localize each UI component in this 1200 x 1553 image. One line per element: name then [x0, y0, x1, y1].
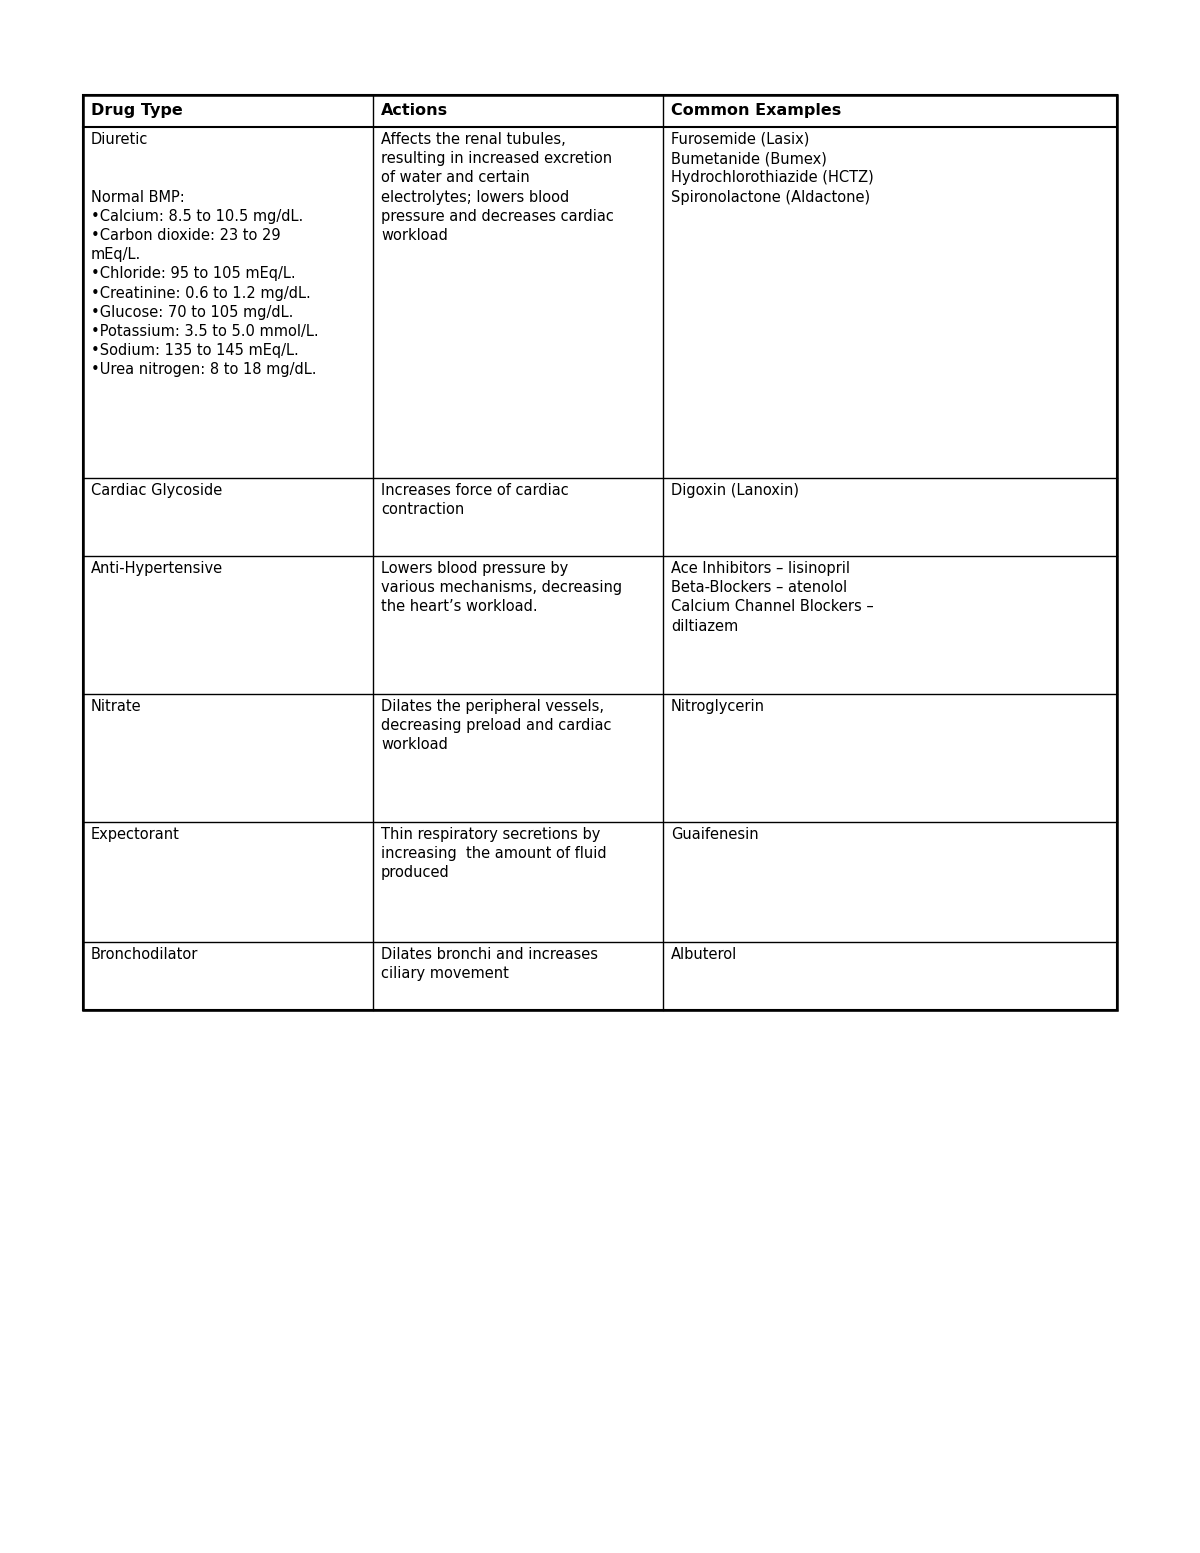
Text: Dilates bronchi and increases
ciliary movement: Dilates bronchi and increases ciliary mo…: [382, 947, 598, 981]
Bar: [83, 95, 1117, 1009]
Text: Nitrate: Nitrate: [91, 699, 142, 714]
Text: Anti-Hypertensive: Anti-Hypertensive: [91, 561, 223, 576]
Text: Dilates the peripheral vessels,
decreasing preload and cardiac
workload: Dilates the peripheral vessels, decreasi…: [382, 699, 612, 752]
Text: Nitroglycerin: Nitroglycerin: [671, 699, 766, 714]
Text: Thin respiratory secretions by
increasing  the amount of fluid
produced: Thin respiratory secretions by increasin…: [382, 828, 607, 881]
Text: Actions: Actions: [382, 104, 448, 118]
Text: Digoxin (Lanoxin): Digoxin (Lanoxin): [671, 483, 799, 499]
Text: Increases force of cardiac
contraction: Increases force of cardiac contraction: [382, 483, 569, 517]
Text: Expectorant: Expectorant: [91, 828, 180, 842]
Text: Ace Inhibitors – lisinopril
Beta-Blockers – atenolol
Calcium Channel Blockers –
: Ace Inhibitors – lisinopril Beta-Blocker…: [671, 561, 874, 634]
Text: Common Examples: Common Examples: [671, 104, 841, 118]
Bar: [83, 95, 1117, 1009]
Text: Furosemide (Lasix)
Bumetanide (Bumex)
Hydrochlorothiazide (HCTZ)
Spironolactone : Furosemide (Lasix) Bumetanide (Bumex) Hy…: [671, 132, 874, 205]
Text: Lowers blood pressure by
various mechanisms, decreasing
the heart’s workload.: Lowers blood pressure by various mechani…: [382, 561, 622, 615]
Text: Cardiac Glycoside: Cardiac Glycoside: [91, 483, 222, 499]
Text: Drug Type: Drug Type: [91, 104, 182, 118]
Text: Diuretic


Normal BMP:
•Calcium: 8.5 to 10.5 mg/dL.
•Carbon dioxide: 23 to 29
mE: Diuretic Normal BMP: •Calcium: 8.5 to 10…: [91, 132, 319, 377]
Text: Affects the renal tubules,
resulting in increased excretion
of water and certain: Affects the renal tubules, resulting in …: [382, 132, 614, 242]
Text: Bronchodilator: Bronchodilator: [91, 947, 198, 961]
Text: Guaifenesin: Guaifenesin: [671, 828, 758, 842]
Text: Albuterol: Albuterol: [671, 947, 737, 961]
